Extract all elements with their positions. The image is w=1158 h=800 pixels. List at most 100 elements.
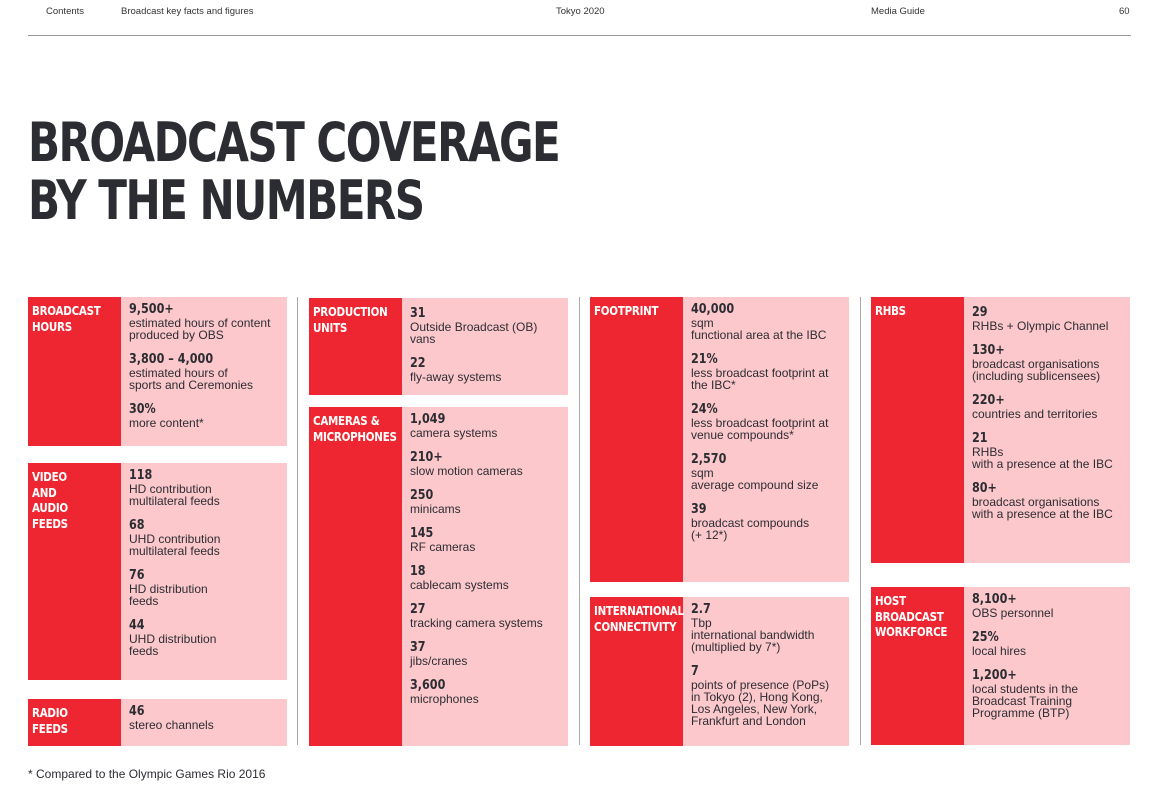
rhbs-block: RHBS 29 RHBs + Olympic Channel 130+ broadcas… bbox=[871, 297, 1130, 563]
stat-item: 3,800 – 4,000 estimated hours of sports an… bbox=[129, 352, 283, 392]
stat-description: minicams bbox=[410, 502, 461, 516]
stat-description: HD contribution bbox=[129, 482, 212, 496]
production-units-stats: 31 Outside Broadcast (OB) vans 22 fly-away s… bbox=[410, 307, 564, 395]
radio-feeds-block: RADIO FEEDS 46 stereo channels bbox=[28, 699, 287, 746]
stat-item: 8,100+ OBS personnel bbox=[972, 593, 1126, 620]
stat-value: 22 bbox=[410, 356, 426, 371]
stat-value: 80+ bbox=[972, 481, 997, 496]
stat-item: 1,200+ local students in the Broadcast Tra… bbox=[972, 669, 1126, 720]
stat-description: local hires bbox=[972, 644, 1027, 658]
host-broadcast-workforce-label: HOST BROADCAST WORKFORCE bbox=[871, 587, 964, 745]
stat-item: 18 cablecam systems bbox=[410, 565, 564, 592]
stat-description: UHD distribution bbox=[129, 632, 217, 646]
stat-value: 210+ bbox=[410, 450, 443, 465]
stat-description: broadcast organisations bbox=[972, 495, 1100, 509]
stat-value: 24% bbox=[691, 402, 718, 417]
stat-description: (including sublicensees) bbox=[972, 369, 1101, 383]
stat-value: 130+ bbox=[972, 343, 1005, 358]
stat-item: 1,049 camera systems bbox=[410, 413, 564, 440]
stat-description: feeds bbox=[129, 594, 159, 608]
stat-item: 130+ broadcast organisations (including su… bbox=[972, 343, 1126, 383]
stat-description: sports and Ceremonies bbox=[129, 378, 254, 392]
host-broadcast-workforce-label-line: BROADCAST bbox=[875, 609, 944, 624]
broadcast-hours-stats: 9,500+ estimated hours of content produced… bbox=[129, 303, 283, 441]
production-units-label: PRODUCTION UNITS bbox=[309, 298, 402, 395]
stat-description: Outside Broadcast (OB) bbox=[410, 320, 538, 334]
stat-value: 68 bbox=[129, 518, 145, 533]
stat-description: in Tokyo (2), Hong Kong, bbox=[691, 690, 823, 704]
cameras-microphones-label-line: MICROPHONES bbox=[313, 429, 397, 444]
radio-feeds-label-line: FEEDS bbox=[32, 721, 68, 736]
stat-description: local students in the bbox=[972, 682, 1079, 696]
stat-description: countries and territories bbox=[972, 407, 1098, 421]
cameras-microphones-stats: 1,049 camera systems 210+ slow motion camer… bbox=[410, 413, 564, 717]
stat-value: 250 bbox=[410, 488, 434, 503]
page-title-line-2: BY THE NUMBERS bbox=[28, 169, 425, 232]
stat-value: 31 bbox=[410, 306, 426, 321]
stat-description: vans bbox=[410, 332, 436, 346]
stat-description: slow motion cameras bbox=[410, 464, 523, 478]
video-audio-feeds-label-line: FEEDS bbox=[32, 516, 68, 531]
stat-description: with a presence at the IBC bbox=[972, 507, 1113, 521]
footprint-block: FOOTPRINT 40,000 sqm functional area at the… bbox=[590, 297, 849, 582]
stat-value: 27 bbox=[410, 602, 426, 617]
stat-description: stereo channels bbox=[129, 718, 214, 732]
stat-description: Programme (BTP) bbox=[972, 706, 1070, 720]
host-broadcast-workforce-block: HOST BROADCAST WORKFORCE 8,100+ OBS personne… bbox=[871, 587, 1130, 745]
international-connectivity-label: INTERNATIONAL CONNECTIVITY bbox=[590, 597, 684, 746]
section-breadcrumb[interactable]: Broadcast key facts and figures bbox=[121, 6, 254, 17]
stat-description: Los Angeles, New York, bbox=[691, 702, 818, 716]
stat-item: 80+ broadcast organisations with a presenc… bbox=[972, 481, 1126, 521]
column-divider bbox=[297, 297, 298, 745]
international-connectivity-stats: 2.7 Tbp international bandwidth (multiplied… bbox=[691, 603, 845, 739]
video-audio-feeds-label-line: AUDIO bbox=[32, 501, 68, 515]
stat-description: (multiplied by 7*) bbox=[691, 640, 781, 654]
radio-feeds-stats: 46 stereo channels bbox=[129, 705, 283, 743]
production-units-label-line: PRODUCTION bbox=[313, 305, 388, 319]
stat-value: 3,800 – 4,000 bbox=[129, 352, 214, 367]
video-audio-feeds-label-line: AND bbox=[32, 485, 57, 500]
stat-description: HD distribution bbox=[129, 582, 208, 596]
stat-description: broadcast compounds bbox=[691, 516, 810, 530]
stat-item: 118 HD contribution multilateral feeds bbox=[129, 468, 283, 508]
cameras-microphones-block: CAMERAS & MICROPHONES 1,049 camera systems 2… bbox=[309, 407, 568, 746]
international-connectivity-label-line: CONNECTIVITY bbox=[594, 619, 677, 634]
stat-description: Tbp bbox=[691, 616, 712, 630]
stat-item: 145 RF cameras bbox=[410, 527, 564, 554]
stat-description: cablecam systems bbox=[410, 578, 509, 592]
stat-description: points of presence (PoPs) bbox=[691, 678, 830, 692]
stat-item: 37 jibs/cranes bbox=[410, 641, 564, 668]
stat-description: estimated hours of content bbox=[129, 316, 271, 330]
international-connectivity-label-line: INTERNATIONAL bbox=[594, 604, 684, 618]
production-units-block: PRODUCTION UNITS 31 Outside Broadcast (OB) v… bbox=[309, 298, 568, 395]
production-units-label-line: UNITS bbox=[313, 320, 348, 335]
stat-description: RF cameras bbox=[410, 540, 476, 554]
stat-value: 44 bbox=[129, 618, 145, 633]
stat-item: 3,600 microphones bbox=[410, 678, 564, 706]
stat-description: produced by OBS bbox=[129, 328, 224, 342]
footprint-label: FOOTPRINT bbox=[590, 297, 683, 582]
stat-value: 25% bbox=[972, 630, 999, 645]
stat-description: average compound size bbox=[691, 478, 819, 492]
stat-item: 44 UHD distribution feeds bbox=[129, 618, 283, 658]
stat-description: UHD contribution bbox=[129, 532, 221, 546]
stat-description: (+ 12*) bbox=[691, 528, 728, 542]
stat-item: 9,500+ estimated hours of content produced… bbox=[129, 303, 283, 342]
radio-feeds-label-line: RADIO bbox=[32, 706, 68, 720]
stat-item: 30% more content* bbox=[129, 403, 283, 430]
contents-link[interactable]: Contents bbox=[46, 6, 85, 17]
stat-description: sqm bbox=[691, 466, 714, 480]
stat-description: more content* bbox=[129, 416, 204, 430]
stat-description: RHBs + Olympic Channel bbox=[972, 319, 1109, 333]
stat-description: estimated hours of bbox=[129, 366, 228, 380]
stat-item: 250 minicams bbox=[410, 488, 564, 516]
radio-feeds-label: RADIO FEEDS bbox=[28, 699, 121, 746]
stat-value: 3,600 bbox=[410, 678, 446, 693]
cameras-microphones-label-line: CAMERAS & bbox=[313, 414, 380, 428]
column-divider bbox=[860, 297, 861, 745]
stat-item: 21% less broadcast footprint at the IBC* bbox=[691, 353, 845, 392]
stat-value: 220+ bbox=[972, 393, 1005, 408]
stat-item: 46 stereo channels bbox=[129, 705, 283, 732]
stat-value: 118 bbox=[129, 468, 153, 483]
stat-value: 76 bbox=[129, 568, 145, 583]
